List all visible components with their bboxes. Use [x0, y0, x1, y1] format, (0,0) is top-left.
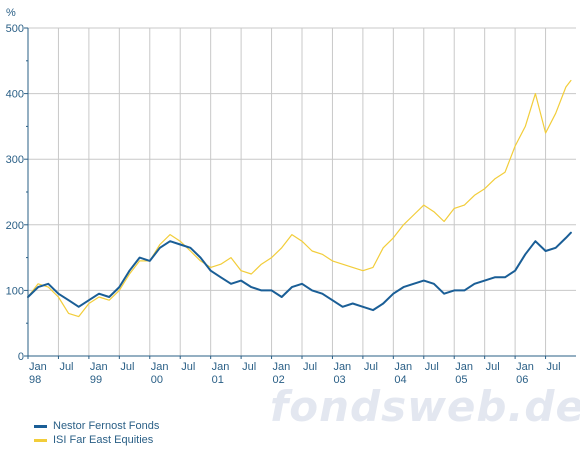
x-tick-label-year: 01	[212, 374, 224, 386]
x-tick-label-month: Jan	[455, 361, 473, 373]
x-tick-label-year: 02	[273, 374, 285, 386]
x-tick-label-year: 04	[394, 374, 406, 386]
x-tick-label-month: Jul	[425, 361, 439, 373]
x-tick-label-month: Jan	[333, 361, 351, 373]
legend-label-isi: ISI Far East Equities	[53, 434, 154, 446]
x-tick-label-month: Jul	[303, 361, 317, 373]
y-tick-label: 300	[6, 154, 24, 166]
y-tick-label: 100	[6, 285, 24, 297]
x-tick-label-month: Jul	[59, 361, 73, 373]
y-tick-label: 500	[6, 23, 24, 35]
series-line-isi-far-east-equities	[27, 79, 572, 318]
x-tick-label-year: 05	[455, 374, 467, 386]
x-tick-label-month: Jan	[394, 361, 412, 373]
x-tick-label-month: Jan	[516, 361, 534, 373]
y-axis-unit-label: %	[6, 7, 16, 19]
y-tick-label: 400	[6, 89, 24, 101]
x-tick-label-year: 06	[516, 374, 528, 386]
x-tick-label-year: 98	[29, 374, 41, 386]
y-tick-label: 200	[6, 220, 24, 232]
x-tick-label-month: Jan	[151, 361, 169, 373]
watermark-logo: fondsweb.de	[270, 382, 580, 431]
series-line-nestor-fernost-fonds	[27, 231, 572, 312]
x-tick-label-month: Jul	[486, 361, 500, 373]
x-tick-label-month: Jan	[29, 361, 47, 373]
x-tick-label-year: 00	[151, 374, 163, 386]
legend-item-isi: ISI Far East Equities	[34, 433, 159, 447]
x-tick-label-month: Jan	[212, 361, 230, 373]
x-tick-label-month: Jul	[547, 361, 561, 373]
legend-swatch-nestor	[34, 424, 47, 428]
legend-label-nestor: Nestor Fernost Fonds	[53, 420, 160, 432]
x-tick-label-month: Jul	[242, 361, 256, 373]
x-tick-label-month: Jan	[273, 361, 291, 373]
y-tick-label: 0	[18, 351, 24, 363]
x-tick-label-year: 03	[333, 374, 345, 386]
x-tick-label-month: Jan	[90, 361, 108, 373]
chart-legend: Nestor Fernost Fonds ISI Far East Equiti…	[34, 419, 159, 447]
chart-series-layer	[27, 79, 572, 318]
x-tick-label-month: Jul	[364, 361, 378, 373]
legend-swatch-isi	[34, 438, 47, 442]
legend-item-nestor: Nestor Fernost Fonds	[34, 419, 159, 433]
chart-grid	[28, 27, 576, 356]
x-tick-label-month: Jul	[181, 361, 195, 373]
x-tick-label-month: Jul	[120, 361, 134, 373]
x-tick-label-year: 99	[90, 374, 102, 386]
